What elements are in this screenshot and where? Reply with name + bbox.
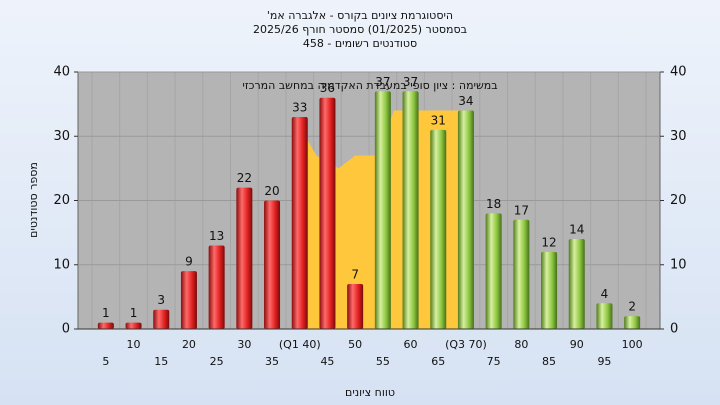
data-label: 9 xyxy=(185,255,193,269)
x-axis-label: טווח ציונים xyxy=(345,386,395,399)
bar xyxy=(457,110,474,329)
bar xyxy=(513,219,530,329)
x-tick-label: (Q3 70) xyxy=(445,338,487,351)
bar xyxy=(208,245,225,329)
x-tick-label: 75 xyxy=(487,355,501,368)
data-label: 20 xyxy=(264,184,279,198)
data-label: 31 xyxy=(431,113,446,127)
y-tick-label: 20 xyxy=(53,193,70,208)
data-label: 7 xyxy=(351,268,359,282)
data-label: 1 xyxy=(102,306,110,320)
y-tick-label: 40 xyxy=(53,65,70,80)
data-label: 34 xyxy=(458,94,473,108)
subtitle: בסמסטר (01/2025) סמסטר חורף 2025/26 xyxy=(253,23,467,36)
data-label: 33 xyxy=(292,100,307,114)
x-tick-label: 100 xyxy=(622,338,643,351)
y2-tick-label: 40 xyxy=(670,65,687,80)
data-label: 18 xyxy=(486,197,501,211)
bar xyxy=(180,271,197,329)
x-tick-label: 90 xyxy=(570,338,584,351)
data-label: 3 xyxy=(157,293,165,307)
bar xyxy=(264,200,281,329)
x-tick-label: 85 xyxy=(542,355,556,368)
x-tick-label: 80 xyxy=(514,338,528,351)
bar xyxy=(236,187,253,329)
y2-tick-label: 10 xyxy=(670,257,687,272)
subtitle: סטודנטים רשומים - 458 xyxy=(303,37,417,50)
y2-tick-label: 30 xyxy=(670,129,687,144)
x-tick-label: 35 xyxy=(265,355,279,368)
data-label: 14 xyxy=(569,223,584,237)
bar xyxy=(402,91,419,330)
y-tick-label: 10 xyxy=(53,257,70,272)
data-label: 37 xyxy=(403,75,418,89)
y-tick-label: 0 xyxy=(62,322,70,337)
data-label: 4 xyxy=(601,287,609,301)
x-tick-label: 45 xyxy=(320,355,334,368)
chart-title: 'היסטוגרמת ציונים בקורס - אלגברה אמ xyxy=(267,9,453,22)
y-tick-label: 30 xyxy=(53,129,70,144)
bar xyxy=(319,97,336,329)
bar xyxy=(624,316,641,329)
x-tick-label: 50 xyxy=(348,338,362,351)
y2-tick-label: 20 xyxy=(670,193,687,208)
bar xyxy=(430,129,447,329)
x-tick-label: 95 xyxy=(597,355,611,368)
bar xyxy=(596,303,613,329)
x-tick-label: 20 xyxy=(182,338,196,351)
bar xyxy=(568,239,585,329)
data-label: 17 xyxy=(514,203,529,217)
x-tick-label: 15 xyxy=(154,355,168,368)
bar xyxy=(347,284,364,329)
x-tick-label: 10 xyxy=(127,338,141,351)
bar xyxy=(153,309,170,329)
x-tick-label: 60 xyxy=(404,338,418,351)
data-label: 36 xyxy=(320,81,335,95)
y2-tick-label: 0 xyxy=(670,322,678,337)
data-label: 13 xyxy=(209,229,224,243)
x-tick-label: 30 xyxy=(237,338,251,351)
bar xyxy=(125,322,142,329)
data-label: 1 xyxy=(130,306,138,320)
x-tick-label: 55 xyxy=(376,355,390,368)
bar xyxy=(374,91,391,330)
y-axis-label: מספר סטודנטים xyxy=(27,162,40,238)
bar xyxy=(485,213,502,329)
x-tick-label: 65 xyxy=(431,355,445,368)
data-label: 2 xyxy=(628,300,636,314)
data-label: 22 xyxy=(237,171,252,185)
x-tick-label: 5 xyxy=(102,355,109,368)
bar xyxy=(97,322,114,329)
bar xyxy=(291,116,308,329)
data-label: 12 xyxy=(541,235,556,249)
bar xyxy=(541,251,558,329)
x-tick-label: 25 xyxy=(210,355,224,368)
x-tick-label: (Q1 40) xyxy=(279,338,321,351)
data-label: 37 xyxy=(375,75,390,89)
annotation: במשימה : ציון סופי במעבדת האקדמיה במחשב … xyxy=(242,79,497,92)
